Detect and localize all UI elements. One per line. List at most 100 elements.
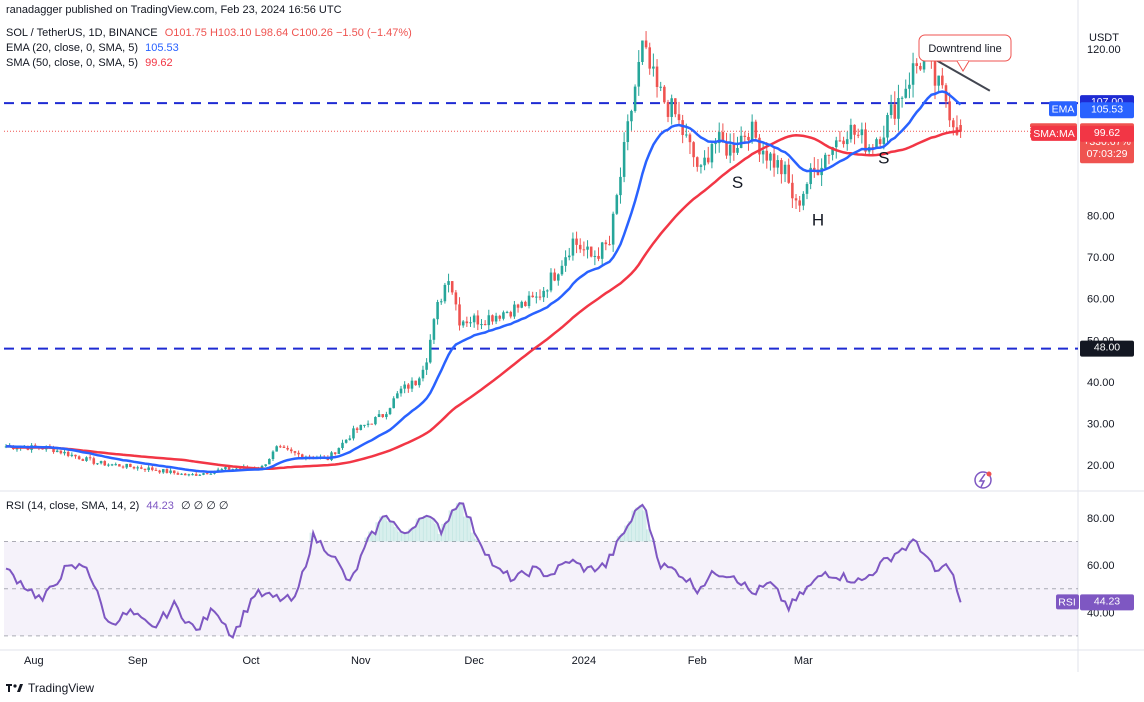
candle-body[interactable]	[70, 454, 74, 456]
candle-body[interactable]	[900, 97, 904, 99]
candle-body[interactable]	[505, 311, 509, 313]
candle-body[interactable]	[107, 464, 110, 466]
candle-body[interactable]	[110, 464, 114, 466]
candle-body[interactable]	[132, 466, 136, 469]
candle-body[interactable]	[158, 470, 161, 473]
candle-body[interactable]	[385, 414, 388, 418]
candle-body[interactable]	[681, 120, 684, 136]
candle-body[interactable]	[787, 164, 790, 183]
candle-body[interactable]	[593, 255, 597, 257]
candle-body[interactable]	[845, 139, 849, 145]
candle-body[interactable]	[805, 184, 809, 194]
candle-body[interactable]	[871, 147, 875, 149]
candle-body[interactable]	[695, 157, 699, 167]
candle-body[interactable]	[96, 463, 99, 465]
candle-body[interactable]	[414, 380, 417, 386]
candle-body[interactable]	[824, 154, 827, 168]
candle-body[interactable]	[151, 467, 154, 470]
rsi-legend[interactable]: RSI (14, close, SMA, 14, 2) 44.23 ∅ ∅ ∅ …	[6, 499, 228, 512]
candle-body[interactable]	[227, 467, 231, 470]
candle-body[interactable]	[205, 473, 209, 475]
candle-body[interactable]	[732, 144, 736, 153]
candle-body[interactable]	[615, 195, 619, 214]
candle-body[interactable]	[637, 61, 641, 87]
candle-body[interactable]	[761, 150, 765, 155]
candle-body[interactable]	[469, 322, 472, 324]
candle-body[interactable]	[622, 142, 626, 177]
candle-body[interactable]	[392, 398, 395, 409]
candle-body[interactable]	[337, 448, 341, 454]
candle-body[interactable]	[99, 461, 103, 464]
candle-body[interactable]	[88, 457, 92, 459]
candle-body[interactable]	[875, 139, 878, 148]
candle-body[interactable]	[827, 154, 831, 156]
candle-body[interactable]	[436, 302, 439, 320]
candle-body[interactable]	[454, 292, 458, 305]
candle-body[interactable]	[66, 451, 70, 456]
candle-body[interactable]	[714, 143, 717, 145]
candle-body[interactable]	[198, 474, 202, 476]
candle-body[interactable]	[125, 463, 128, 468]
candle-body[interactable]	[725, 141, 728, 156]
candle-body[interactable]	[802, 193, 805, 206]
candle-body[interactable]	[330, 452, 333, 461]
candle-body[interactable]	[103, 461, 107, 466]
candle-body[interactable]	[502, 312, 505, 319]
candle-body[interactable]	[630, 110, 633, 122]
candle-body[interactable]	[842, 140, 845, 145]
candle-body[interactable]	[161, 469, 165, 473]
candle-body[interactable]	[333, 452, 337, 454]
candle-body[interactable]	[747, 136, 750, 141]
candle-body[interactable]	[129, 463, 132, 467]
candle-body[interactable]	[176, 473, 180, 475]
candle-body[interactable]	[220, 469, 224, 471]
candle-body[interactable]	[652, 66, 655, 69]
candle-body[interactable]	[911, 63, 915, 85]
candle-body[interactable]	[571, 238, 575, 256]
candle-body[interactable]	[480, 324, 483, 326]
candle-body[interactable]	[77, 456, 81, 460]
candle-body[interactable]	[209, 473, 213, 475]
candle-body[interactable]	[428, 339, 432, 363]
candle-body[interactable]	[904, 88, 908, 98]
candle-body[interactable]	[915, 63, 919, 66]
candle-body[interactable]	[52, 447, 55, 453]
candle-body[interactable]	[922, 53, 926, 70]
candle-body[interactable]	[633, 86, 637, 111]
candle-body[interactable]	[611, 213, 615, 245]
candle-body[interactable]	[15, 448, 19, 450]
candle-body[interactable]	[739, 135, 743, 148]
candle-body[interactable]	[136, 467, 139, 469]
candle-body[interactable]	[937, 75, 940, 86]
candle-body[interactable]	[461, 321, 465, 326]
candle-body[interactable]	[143, 468, 147, 471]
candle-body[interactable]	[520, 301, 523, 308]
candle-body[interactable]	[941, 75, 944, 86]
candle-body[interactable]	[666, 102, 670, 117]
candle-body[interactable]	[425, 362, 428, 370]
candle-body[interactable]	[553, 272, 556, 281]
candle-body[interactable]	[476, 315, 480, 325]
candle-body[interactable]	[465, 321, 469, 324]
candle-body[interactable]	[860, 129, 864, 136]
candle-body[interactable]	[608, 244, 611, 246]
candle-body[interactable]	[626, 121, 630, 143]
candle-body[interactable]	[494, 315, 498, 322]
candle-body[interactable]	[147, 467, 150, 471]
candle-body[interactable]	[114, 464, 118, 466]
candle-body[interactable]	[260, 465, 264, 469]
candle-body[interactable]	[81, 459, 85, 461]
candle-body[interactable]	[919, 65, 922, 70]
ema-20-line[interactable]	[6, 90, 962, 474]
candle-body[interactable]	[582, 249, 586, 251]
candle-body[interactable]	[776, 160, 780, 168]
candle-body[interactable]	[535, 296, 538, 298]
candle-body[interactable]	[717, 132, 721, 144]
candle-body[interactable]	[183, 473, 187, 476]
candle-body[interactable]	[897, 98, 900, 119]
sma-50-line[interactable]	[5, 129, 961, 470]
candle-body[interactable]	[641, 40, 644, 62]
candle-body[interactable]	[187, 474, 191, 476]
candle-body[interactable]	[516, 304, 520, 308]
